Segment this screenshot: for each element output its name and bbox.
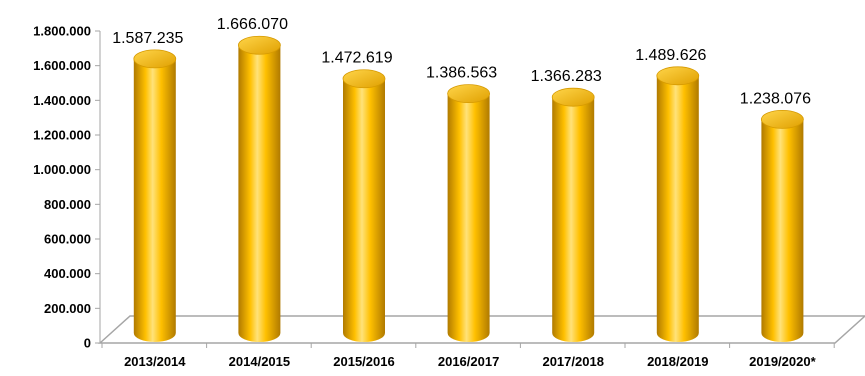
y-tick-label: 1.000.000 (33, 162, 91, 177)
data-label: 1.366.283 (531, 68, 602, 85)
y-tick-label: 400.000 (44, 266, 91, 281)
bar (133, 49, 177, 342)
data-label: 1.489.626 (635, 47, 706, 64)
y-tick-label: 1.800.000 (33, 24, 91, 39)
y-tick-label: 1.600.000 (33, 58, 91, 73)
bar-body (552, 97, 595, 342)
bar-top (447, 84, 491, 104)
bar (342, 69, 386, 343)
y-axis-tick-labels: 0 200.000 400.000 600.000 800.000 1.000.000 1.… (33, 24, 91, 351)
x-tick-label: 2014/2015 (229, 354, 290, 369)
data-label: 1.587.235 (112, 30, 183, 47)
bars (133, 35, 804, 343)
y-tick-label: 600.000 (44, 232, 91, 247)
bar (551, 87, 595, 342)
bar (237, 35, 281, 342)
data-label: 1.472.619 (321, 50, 392, 67)
data-label: 1.238.076 (740, 90, 811, 107)
bar-top (551, 87, 595, 107)
bar-body (447, 93, 490, 342)
bar-body (133, 58, 176, 342)
bar-top (237, 35, 281, 55)
bar-top (133, 49, 177, 69)
y-tick-label: 200.000 (44, 301, 91, 316)
x-tick-label: 2015/2016 (333, 354, 394, 369)
bar-body (238, 45, 281, 342)
bar (447, 84, 491, 342)
bar-top (761, 110, 804, 129)
data-label: 1.666.070 (217, 16, 288, 33)
bar-body (343, 78, 385, 343)
y-tick-label: 1.400.000 (33, 93, 91, 108)
data-labels: 1.587.235 1.666.070 1.472.619 1.386.563 1.36… (112, 16, 811, 107)
bar-top (342, 69, 386, 89)
bar (761, 110, 804, 342)
y-tick-label: 0 (84, 336, 91, 351)
y-tick-label: 800.000 (44, 197, 91, 212)
bar-body (761, 119, 804, 342)
x-tick-label: 2019/2020* (749, 354, 816, 369)
axes (95, 30, 865, 348)
chart-floor (98, 315, 865, 344)
bar-body (656, 75, 699, 342)
data-label: 1.386.563 (426, 65, 497, 82)
y-tick-label: 1.200.000 (33, 128, 91, 143)
x-tick-label: 2016/2017 (438, 354, 499, 369)
x-tick-label: 2017/2018 (542, 354, 603, 369)
x-tick-label: 2018/2019 (647, 354, 708, 369)
bar-top (656, 66, 700, 86)
x-tick-label: 2013/2014 (124, 354, 186, 369)
x-axis-tick-labels: 2013/2014 2014/2015 2015/2016 2016/2017 2017… (124, 354, 817, 369)
bar (656, 66, 700, 342)
